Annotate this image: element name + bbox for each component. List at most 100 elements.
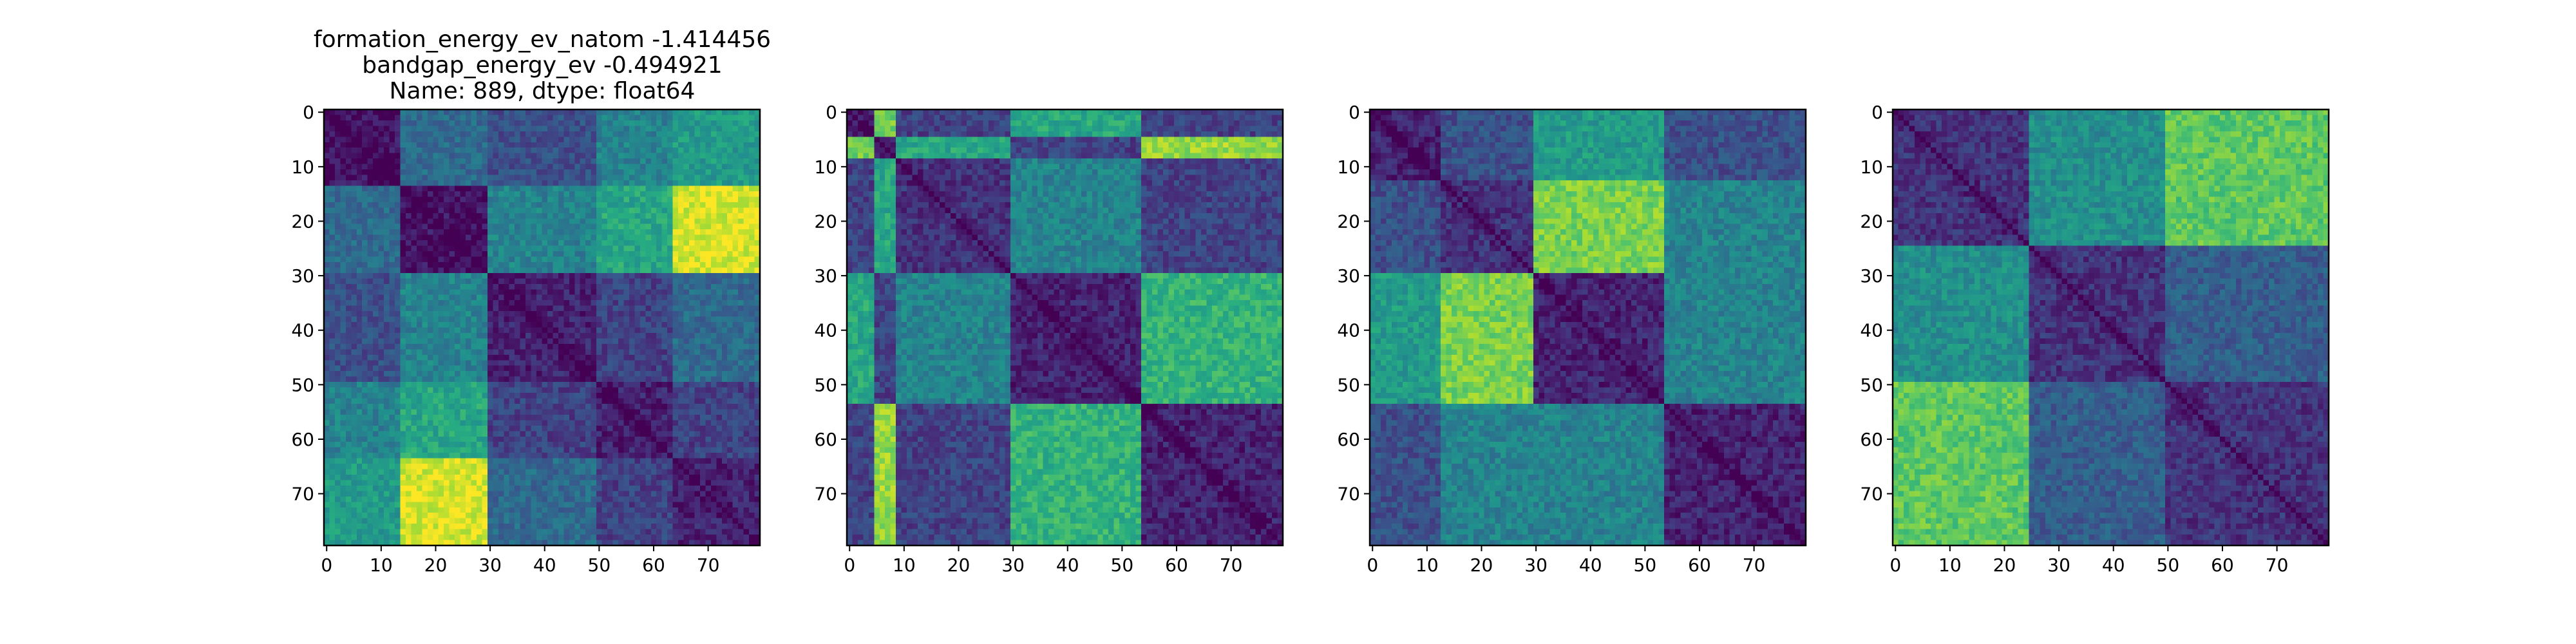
heatmap-cell xyxy=(411,120,417,126)
heatmap-cell xyxy=(689,360,695,366)
heatmap-cell xyxy=(722,360,728,366)
heatmap-cell xyxy=(504,278,509,284)
heatmap-cell xyxy=(596,415,602,421)
heatmap-cell xyxy=(596,300,602,306)
heatmap-cell xyxy=(711,180,717,186)
heatmap-cell xyxy=(591,360,597,366)
heatmap-cell xyxy=(744,333,750,339)
heatmap-cell xyxy=(553,267,558,273)
heatmap-cell xyxy=(450,382,455,388)
heatmap-cell xyxy=(340,153,346,159)
heatmap-cell xyxy=(553,175,558,181)
heatmap-cell xyxy=(515,235,520,241)
heatmap-cell xyxy=(390,448,395,453)
heatmap-cell xyxy=(634,338,640,344)
heatmap-cell xyxy=(640,278,646,284)
heatmap-cell xyxy=(705,382,711,388)
heatmap-cell xyxy=(324,169,330,175)
heatmap-cell xyxy=(351,273,357,279)
heatmap-cell xyxy=(417,169,422,175)
heatmap-cell xyxy=(433,235,439,241)
heatmap-cell xyxy=(346,355,352,361)
heatmap-cell xyxy=(466,137,471,142)
heatmap-cell xyxy=(596,246,602,252)
heatmap-cell xyxy=(498,371,504,377)
heatmap-cell xyxy=(406,295,412,301)
heatmap-cell xyxy=(498,437,504,442)
heatmap-cell xyxy=(477,377,482,383)
heatmap-cell xyxy=(428,349,433,355)
heatmap-cell xyxy=(504,409,509,415)
heatmap-cell xyxy=(585,109,591,115)
heatmap-cell xyxy=(662,131,668,137)
heatmap-cell xyxy=(569,218,575,224)
heatmap-cell xyxy=(346,256,352,262)
heatmap-cell xyxy=(450,437,455,442)
heatmap-cell xyxy=(444,306,450,312)
heatmap-cell xyxy=(450,224,455,230)
heatmap-cell xyxy=(700,317,706,323)
heatmap-cell xyxy=(716,360,722,366)
heatmap-cell xyxy=(711,218,717,224)
heatmap-cell xyxy=(373,175,379,181)
heatmap-cell xyxy=(629,431,635,437)
heatmap-cell xyxy=(569,317,575,323)
heatmap-cell xyxy=(547,207,553,213)
heatmap-cell xyxy=(662,328,668,334)
heatmap-cell xyxy=(569,185,575,191)
heatmap-cell xyxy=(493,393,498,399)
heatmap-cell xyxy=(536,191,542,197)
heatmap-cell xyxy=(640,256,646,262)
heatmap-cell xyxy=(411,256,417,262)
heatmap-cell xyxy=(684,137,690,142)
heatmap-cell xyxy=(450,115,455,120)
heatmap-cell xyxy=(504,442,509,448)
heatmap-cell xyxy=(602,306,608,312)
heatmap-cell xyxy=(428,175,433,181)
heatmap-cell xyxy=(488,147,493,153)
heatmap-cell xyxy=(558,295,564,301)
heatmap-cell xyxy=(689,213,695,219)
heatmap-cell xyxy=(596,382,602,388)
heatmap-cell xyxy=(444,382,450,388)
heatmap-cell xyxy=(351,126,357,131)
heatmap-cell xyxy=(569,147,575,153)
heatmap-cell xyxy=(340,311,346,317)
heatmap-cell xyxy=(466,349,471,355)
heatmap-cell xyxy=(368,137,374,142)
heatmap-cell xyxy=(346,207,352,213)
heatmap-cell xyxy=(705,191,711,197)
heatmap-cell xyxy=(744,153,750,159)
heatmap-cell xyxy=(591,267,597,273)
heatmap-cell xyxy=(711,158,717,164)
heatmap-cell xyxy=(471,120,477,126)
heatmap-cell xyxy=(482,164,488,170)
heatmap-cell xyxy=(613,431,619,437)
heatmap-cell xyxy=(368,115,374,120)
heatmap-cell xyxy=(629,273,635,279)
heatmap-cell xyxy=(711,355,717,361)
heatmap-cell xyxy=(585,431,591,437)
heatmap-cell xyxy=(368,256,374,262)
heatmap-cell xyxy=(400,338,406,344)
heatmap-cell xyxy=(738,311,744,317)
heatmap-cell xyxy=(471,371,477,377)
heatmap-cell xyxy=(450,371,455,377)
heatmap-cell xyxy=(520,251,526,257)
heatmap-cell xyxy=(645,142,651,148)
heatmap-cell xyxy=(400,399,406,404)
heatmap-cell xyxy=(329,393,335,399)
heatmap-cell xyxy=(738,262,744,268)
heatmap-cell xyxy=(433,196,439,202)
heatmap-cell xyxy=(634,224,640,230)
heatmap-cell xyxy=(340,448,346,453)
heatmap-cell xyxy=(493,333,498,339)
heatmap-cell xyxy=(460,185,466,191)
heatmap-cell xyxy=(716,202,722,208)
heatmap-cell xyxy=(362,246,368,252)
heatmap-cell xyxy=(390,360,395,366)
heatmap-cell xyxy=(531,295,537,301)
heatmap-cell xyxy=(684,388,690,393)
heatmap-cell xyxy=(569,235,575,241)
heatmap-cell xyxy=(444,399,450,404)
